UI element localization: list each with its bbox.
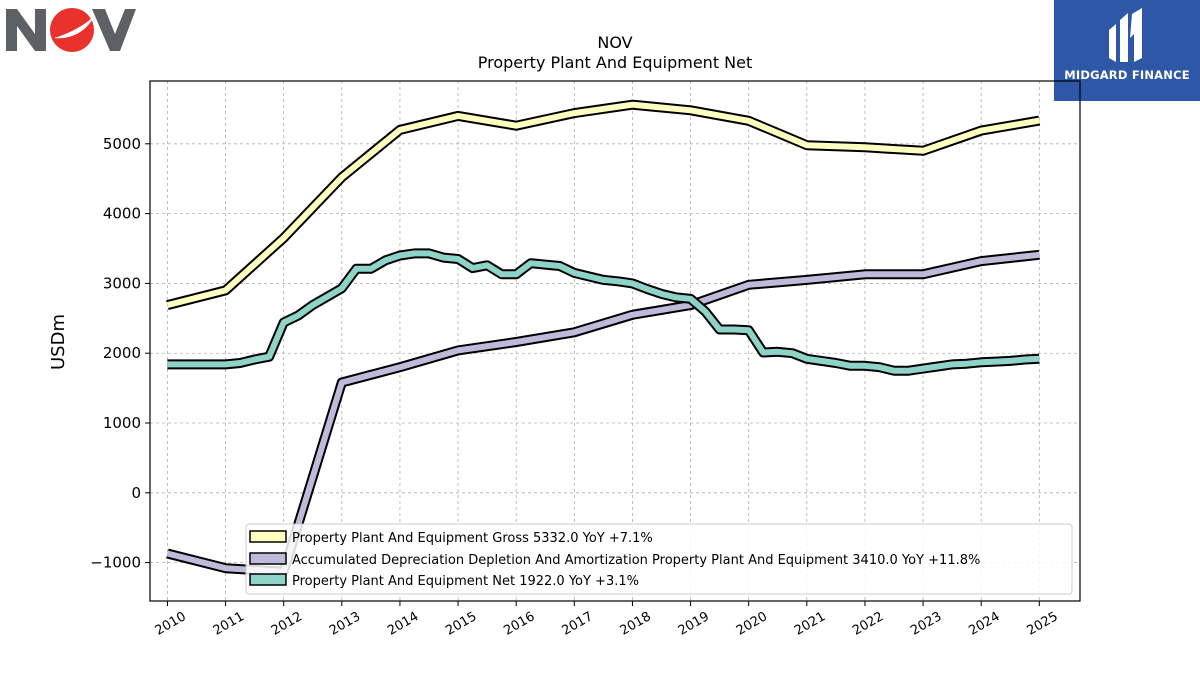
plot-area-frame (149, 80, 1081, 602)
nov-logo-swoosh (54, 16, 94, 39)
x-tick-label: 2024 (966, 609, 1002, 639)
x-tick-label: 2022 (850, 609, 886, 639)
x-tick-label: 2013 (327, 609, 363, 639)
midgard-logo-mark (1109, 8, 1142, 62)
x-tick-label: 2017 (559, 609, 595, 639)
nov-logo-v-shape (92, 9, 136, 51)
midgard-finance-brand-text: MIDGARD FINANCE (1064, 68, 1190, 82)
grid-lines (150, 81, 1080, 601)
series-line-net (167, 250, 1040, 374)
chart-subtitle: Property Plant And Equipment Net (478, 53, 753, 72)
x-tick-label: 2018 (618, 609, 654, 639)
x-tick-label: 2020 (734, 609, 770, 639)
legend-label-accum: Accumulated Depreciation Depletion And A… (292, 553, 980, 568)
x-tick-label: 2015 (443, 609, 479, 639)
y-tick-label: 0 (131, 484, 141, 502)
x-tick-label: 2019 (676, 609, 712, 639)
legend: Property Plant And Equipment Gross 5332.… (245, 523, 1073, 595)
nov-logo-n-shape (6, 9, 46, 51)
y-tick-label: −1000 (90, 554, 141, 572)
legend-label-net: Property Plant And Equipment Net 1922.0 … (292, 574, 639, 589)
y-tick-label: 4000 (103, 205, 141, 223)
x-tick-label: 2021 (792, 609, 828, 639)
series-line-gross (166, 101, 1040, 309)
x-tick-label: 2012 (269, 609, 305, 639)
x-tick-label: 2016 (501, 609, 537, 639)
legend-frame (245, 523, 1073, 595)
midgard-finance-logo: MIDGARD FINANCE (1054, 0, 1200, 101)
x-tick-label: 2010 (153, 609, 189, 639)
series-line-accum (166, 251, 1040, 575)
x-tick-label: 2014 (385, 609, 421, 639)
y-axis-label: USDm (48, 314, 69, 370)
nov-logo (4, 4, 136, 54)
legend-swatch-accum (249, 552, 287, 565)
legend-swatch-net (249, 573, 287, 586)
legend-swatch-gross (249, 530, 287, 543)
y-tick-label: 1000 (103, 414, 141, 432)
y-tick-label: 5000 (103, 135, 141, 153)
x-tick-label: 2023 (908, 609, 944, 639)
series-lines (166, 99, 1041, 577)
x-tick-label: 2025 (1024, 609, 1060, 639)
y-tick-label: 2000 (103, 344, 141, 362)
x-tick-label: 2011 (211, 609, 247, 639)
legend-label-gross: Property Plant And Equipment Gross 5332.… (292, 531, 653, 546)
y-tick-label: 3000 (103, 274, 141, 292)
nov-logo-red-circle (50, 8, 94, 52)
chart-title: NOV (597, 33, 632, 52)
